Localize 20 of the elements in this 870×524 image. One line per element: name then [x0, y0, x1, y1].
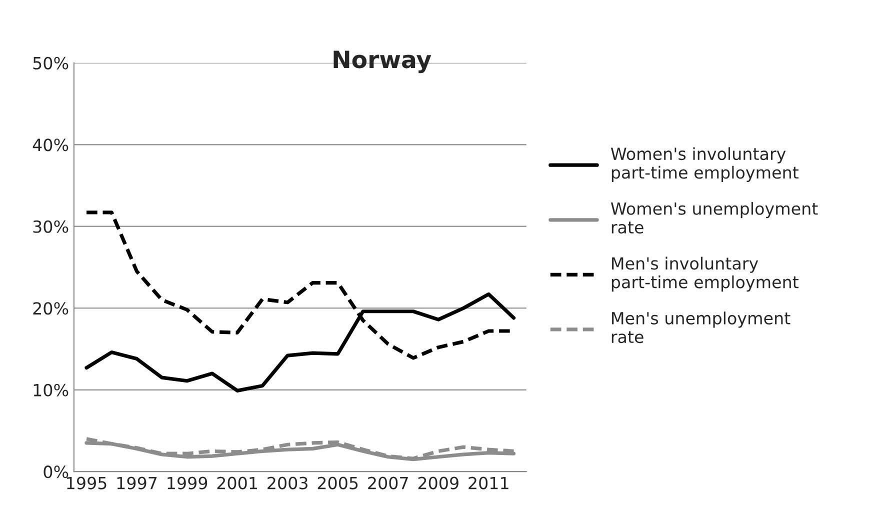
x-tick-label: 1999 [168, 476, 208, 490]
y-tick-label: 20% [33, 302, 68, 315]
legend-label: Men's involuntary part-time employment [612, 256, 798, 292]
x-tick-label: 2001 [217, 476, 257, 490]
legend-label: Men's unemployment rate [612, 312, 790, 344]
legend-label: Women's unemployment rate [610, 202, 818, 234]
x-tick-label: 2005 [318, 476, 358, 490]
y-tick-label: 10% [34, 384, 68, 396]
y-tick-label: 0% [44, 466, 68, 478]
chart-title: Norway [334, 50, 432, 74]
y-tick-label: 50% [33, 56, 68, 70]
y-tick-label: 40% [32, 138, 68, 152]
x-tick-label: 1995 [67, 476, 106, 490]
legend-label: Women's involuntary part-time employment [610, 147, 798, 182]
y-tick-label: 30% [33, 220, 68, 233]
x-tick-label: 2007 [368, 476, 408, 490]
x-tick-label: 2011 [468, 476, 508, 490]
x-tick-label: 2003 [268, 476, 308, 490]
x-tick-label: 1997 [117, 476, 157, 490]
x-tick-label: 2009 [418, 476, 458, 490]
